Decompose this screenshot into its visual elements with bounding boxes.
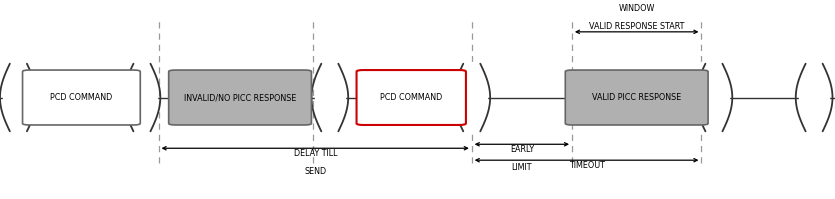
Text: PCD COMMAND: PCD COMMAND [380,93,443,102]
FancyBboxPatch shape [23,70,140,125]
Text: SEND: SEND [305,167,326,176]
FancyBboxPatch shape [169,70,311,125]
FancyBboxPatch shape [357,70,466,125]
Text: WINDOW: WINDOW [619,4,655,13]
FancyBboxPatch shape [565,70,708,125]
Text: EARLY: EARLY [510,145,534,154]
Text: VALID PICC RESPONSE: VALID PICC RESPONSE [592,93,681,102]
Text: DELAY TILL: DELAY TILL [294,149,337,158]
Text: VALID RESPONSE START: VALID RESPONSE START [589,22,685,31]
Text: INVALID/NO PICC RESPONSE: INVALID/NO PICC RESPONSE [184,93,296,102]
Text: LIMIT: LIMIT [512,163,532,172]
Text: PCD COMMAND: PCD COMMAND [50,93,113,102]
Text: TIMEOUT: TIMEOUT [569,161,605,170]
